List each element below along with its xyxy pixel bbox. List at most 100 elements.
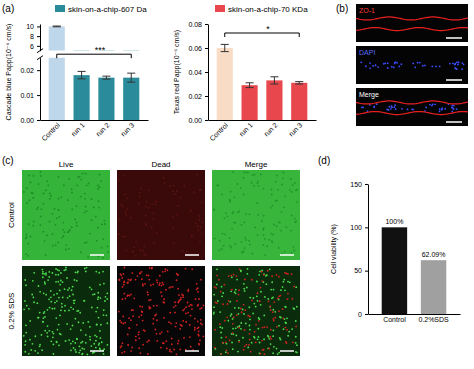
cell bbox=[198, 298, 200, 300]
cell bbox=[141, 306, 143, 308]
y-axis: 6810 bbox=[26, 23, 40, 51]
error-bar bbox=[270, 77, 278, 84]
cell bbox=[74, 279, 76, 281]
cell bbox=[104, 220, 106, 222]
cell bbox=[233, 317, 235, 319]
cell bbox=[283, 172, 285, 174]
cell bbox=[29, 339, 31, 341]
cell bbox=[295, 189, 297, 191]
cell bbox=[284, 289, 286, 291]
cell bbox=[44, 283, 46, 285]
cell bbox=[70, 328, 72, 330]
cell bbox=[138, 347, 140, 349]
membrane-stain bbox=[356, 101, 468, 104]
x-tick-label: Control bbox=[383, 316, 406, 323]
cell bbox=[91, 198, 93, 200]
cell bbox=[56, 341, 58, 343]
cell bbox=[293, 308, 295, 310]
cell bbox=[57, 281, 59, 283]
cell bbox=[194, 327, 196, 329]
error-bar bbox=[78, 71, 86, 78]
cell bbox=[72, 286, 74, 288]
cell bbox=[220, 353, 222, 355]
cell bbox=[55, 244, 57, 246]
x-tick-label: Control bbox=[208, 121, 229, 142]
cell bbox=[262, 327, 264, 329]
cell bbox=[106, 322, 108, 324]
cell bbox=[124, 267, 126, 269]
cell bbox=[248, 344, 250, 346]
cell bbox=[58, 209, 60, 211]
cell bbox=[46, 235, 48, 237]
cell bbox=[203, 304, 205, 306]
cell bbox=[272, 335, 274, 337]
nucleus bbox=[383, 63, 385, 65]
cell bbox=[216, 275, 218, 277]
cell bbox=[84, 193, 86, 195]
cell bbox=[75, 351, 77, 353]
cell bbox=[68, 230, 70, 232]
y-tick: 0.02 bbox=[20, 67, 40, 74]
cell bbox=[226, 349, 228, 351]
cell bbox=[99, 284, 101, 286]
cell bbox=[70, 349, 72, 351]
cell bbox=[77, 271, 79, 273]
x-axis-line bbox=[209, 120, 317, 121]
cell bbox=[147, 353, 149, 355]
y-tick: 150 bbox=[350, 181, 368, 188]
cell bbox=[284, 196, 286, 198]
cell bbox=[77, 310, 79, 312]
cell bbox=[216, 185, 218, 187]
cell bbox=[263, 338, 265, 340]
cell bbox=[269, 306, 271, 308]
cell bbox=[232, 318, 234, 320]
cell bbox=[256, 295, 258, 297]
cell bbox=[285, 322, 287, 324]
cell bbox=[177, 274, 179, 276]
scale-bar bbox=[90, 350, 104, 352]
cell bbox=[148, 299, 150, 301]
cell bbox=[272, 234, 274, 236]
cell bbox=[81, 348, 83, 350]
cell bbox=[38, 285, 40, 287]
nucleus bbox=[444, 108, 446, 110]
cell bbox=[266, 326, 268, 328]
cell bbox=[173, 349, 175, 351]
cell bbox=[241, 224, 243, 226]
cell bbox=[155, 201, 157, 203]
cell bbox=[278, 247, 280, 249]
cell bbox=[259, 271, 261, 273]
micrograph-b bbox=[356, 88, 468, 126]
cell bbox=[194, 329, 196, 331]
y-tick-mark bbox=[365, 184, 368, 185]
cell bbox=[243, 304, 245, 306]
cell bbox=[39, 291, 41, 293]
cell bbox=[243, 288, 245, 290]
cell bbox=[76, 205, 78, 207]
cell bbox=[123, 284, 125, 286]
y-tick: 0.08 bbox=[188, 21, 208, 28]
cell bbox=[85, 270, 87, 272]
legend-label: skin-on-a-chip-70 KDa bbox=[228, 5, 308, 14]
cell bbox=[144, 283, 146, 285]
cell bbox=[148, 207, 150, 209]
cell bbox=[86, 242, 88, 244]
cell bbox=[283, 206, 285, 208]
cell bbox=[65, 340, 67, 342]
cell bbox=[214, 329, 216, 331]
x-tick-label: run 2 bbox=[94, 121, 110, 137]
cell bbox=[76, 225, 78, 227]
cell bbox=[154, 203, 156, 205]
cell bbox=[41, 269, 43, 271]
micrograph-background bbox=[212, 170, 300, 260]
cell bbox=[292, 184, 294, 186]
nucleus bbox=[441, 109, 443, 111]
cell bbox=[257, 214, 259, 216]
y-tick-mark bbox=[365, 314, 368, 315]
cell bbox=[185, 306, 187, 308]
cell bbox=[281, 184, 283, 186]
cell bbox=[141, 311, 143, 313]
cell bbox=[271, 189, 273, 191]
cell bbox=[263, 274, 265, 276]
cell bbox=[139, 196, 141, 198]
